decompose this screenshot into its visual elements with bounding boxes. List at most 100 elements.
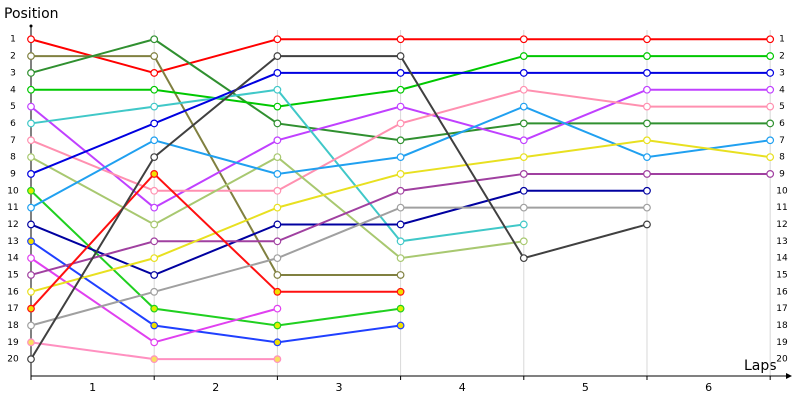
y-tick-label-right: 10 xyxy=(776,186,788,196)
y-tick-label: 2 xyxy=(10,52,16,62)
y-tick-label: 12 xyxy=(7,220,18,230)
point-marker xyxy=(27,237,35,246)
point-marker xyxy=(150,170,159,178)
point-marker xyxy=(150,102,159,111)
point-marker xyxy=(396,304,405,313)
y-tick-label: 20 xyxy=(7,355,19,365)
point-marker xyxy=(27,35,35,44)
point-marker xyxy=(396,203,405,212)
point-marker xyxy=(273,186,282,195)
series-line xyxy=(30,189,647,277)
point-marker xyxy=(396,287,405,296)
point-marker xyxy=(27,220,35,229)
point-marker xyxy=(150,203,159,212)
y-tick-label: 19 xyxy=(7,338,19,348)
point-marker xyxy=(273,338,282,347)
point-marker xyxy=(643,170,651,178)
point-marker xyxy=(273,170,282,178)
y-tick-label: 13 xyxy=(7,237,18,247)
x-tick-label: 1 xyxy=(89,381,96,394)
x-tick-label: 4 xyxy=(459,381,466,394)
y-tick-label-right: 2 xyxy=(779,52,785,62)
y-tick-label: 10 xyxy=(7,186,19,196)
point-marker xyxy=(643,69,651,77)
point-marker xyxy=(519,220,528,229)
point-marker xyxy=(150,338,159,347)
point-marker xyxy=(519,186,528,195)
y-tick-label: 1 xyxy=(10,35,16,45)
point-marker xyxy=(519,237,528,246)
point-marker xyxy=(766,153,775,162)
y-tick-label: 4 xyxy=(10,85,16,95)
point-marker xyxy=(27,85,35,94)
series-line xyxy=(30,240,401,344)
point-marker xyxy=(27,304,35,313)
point-marker xyxy=(519,52,528,60)
point-marker xyxy=(519,35,528,44)
y-tick-label-right: 4 xyxy=(779,85,785,95)
point-marker xyxy=(396,170,405,178)
point-marker xyxy=(766,52,775,60)
point-marker xyxy=(396,119,405,128)
point-marker xyxy=(396,153,405,162)
point-marker xyxy=(150,186,159,195)
point-marker xyxy=(27,321,35,330)
point-marker xyxy=(27,186,35,195)
x-axis-title: Laps xyxy=(744,358,777,374)
point-marker xyxy=(519,119,528,128)
point-marker xyxy=(27,52,35,60)
y-tick-label-right: 20 xyxy=(776,355,788,365)
y-tick-label-right: 16 xyxy=(776,287,788,297)
x-tick-label: 5 xyxy=(582,381,589,394)
point-marker xyxy=(27,271,35,279)
point-marker xyxy=(643,136,651,145)
point-marker xyxy=(766,35,775,44)
x-axis-arrow xyxy=(786,373,792,379)
point-marker xyxy=(27,170,35,178)
point-marker xyxy=(27,69,35,77)
y-tick-label: 18 xyxy=(7,321,19,331)
point-marker xyxy=(643,220,651,229)
y-tick-label-right: 8 xyxy=(779,153,785,163)
series-line xyxy=(30,206,647,327)
point-marker xyxy=(150,287,159,296)
point-marker xyxy=(27,119,35,128)
y-tick-label-right: 19 xyxy=(776,338,788,348)
series-line xyxy=(30,190,401,327)
point-marker xyxy=(643,203,651,212)
y-tick-label-right: 9 xyxy=(779,169,785,179)
point-marker xyxy=(519,69,528,77)
y-tick-label-right: 5 xyxy=(779,102,785,112)
point-marker xyxy=(150,321,159,330)
point-marker xyxy=(519,153,528,162)
y-tick-label-right: 7 xyxy=(779,136,785,146)
point-marker xyxy=(396,85,405,94)
point-marker xyxy=(396,271,405,279)
y-tick-label: 7 xyxy=(10,136,16,146)
y-tick-label-right: 13 xyxy=(776,237,787,247)
point-marker xyxy=(27,153,35,162)
y-tick-label-right: 17 xyxy=(776,304,787,314)
point-marker xyxy=(519,136,528,145)
x-tick-label: 6 xyxy=(705,381,712,394)
point-marker xyxy=(27,203,35,212)
series-line xyxy=(30,55,648,360)
point-marker xyxy=(396,254,405,263)
point-marker xyxy=(150,254,159,263)
y-tick-label: 17 xyxy=(7,304,18,314)
series-line xyxy=(30,172,401,310)
point-marker xyxy=(150,119,159,128)
y-tick-label: 3 xyxy=(10,68,16,78)
point-marker xyxy=(643,119,651,128)
point-marker xyxy=(273,52,282,60)
point-marker xyxy=(643,102,651,111)
point-marker xyxy=(273,102,282,111)
point-marker xyxy=(273,321,282,330)
point-marker xyxy=(396,186,405,195)
point-marker xyxy=(273,220,282,229)
point-marker xyxy=(150,153,159,162)
point-marker xyxy=(150,237,159,246)
point-marker xyxy=(273,35,282,44)
y-tick-label-right: 18 xyxy=(776,321,788,331)
point-marker xyxy=(273,254,282,263)
